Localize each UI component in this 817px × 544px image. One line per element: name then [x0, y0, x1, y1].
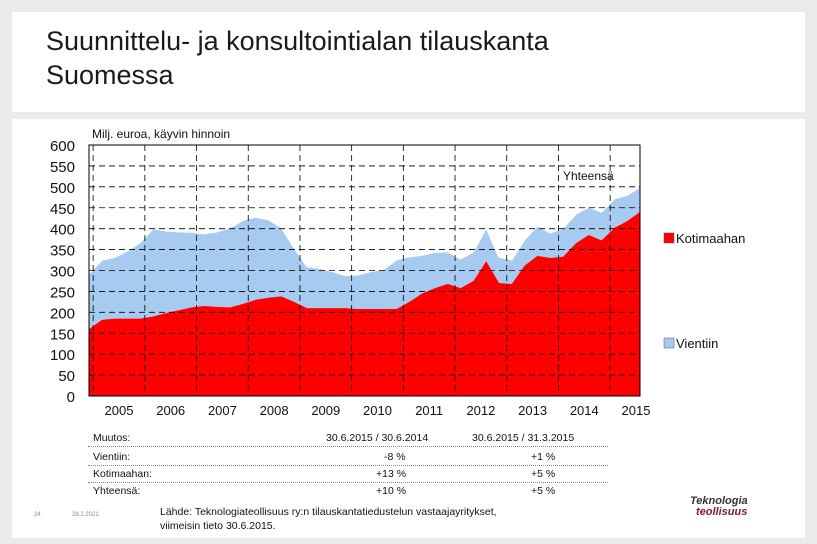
legend-label: Vientiin — [676, 336, 718, 351]
x-tick-label: 2012 — [466, 403, 495, 418]
table-cell: -8 % — [384, 451, 406, 463]
table-separator — [88, 465, 608, 466]
title-box — [12, 12, 805, 112]
x-tick-label: 2015 — [622, 403, 651, 418]
x-tick-label: 2009 — [311, 403, 340, 418]
x-tick-label: 2010 — [363, 403, 392, 418]
total-line — [88, 186, 641, 277]
table-header-period-2: 30.6.2015 / 31.3.2015 — [472, 432, 575, 444]
series-area-kotimaahan — [89, 211, 640, 396]
legend-label: Kotimaahan — [676, 231, 745, 246]
x-tick-label: 2014 — [570, 403, 599, 418]
slide-date: 28.2.2021 — [72, 512, 99, 518]
table-header-period-1: 30.6.2015 / 30.6.2014 — [326, 432, 429, 444]
logo-line-1: Teknologia — [690, 495, 748, 507]
table-cell: +13 % — [376, 468, 407, 480]
y-tick-label: 100 — [50, 347, 75, 364]
x-tick-label: 2008 — [260, 403, 289, 418]
x-tick-label: 2013 — [518, 403, 547, 418]
logo-line-2: teollisuus — [696, 506, 748, 518]
y-tick-label: 550 — [50, 159, 75, 176]
source-note: Lähde: Teknologiateollisuus ry:n tilausk… — [160, 505, 497, 533]
title-line-2: Suomessa — [46, 60, 174, 90]
teknologiateollisuus-logo: Teknologia teollisuus — [690, 496, 748, 518]
table-row-label: Kotimaahan: — [93, 468, 152, 480]
table-cell: +5 % — [531, 485, 556, 497]
source-line-1: Lähde: Teknologiateollisuus ry:n tilausk… — [160, 506, 497, 518]
plot-frame — [88, 144, 641, 397]
table-row-label: Yhteensä: — [93, 485, 141, 497]
table-cell: +5 % — [531, 468, 556, 480]
y-tick-label: 150 — [50, 326, 75, 343]
x-tick-label: 2011 — [415, 403, 443, 418]
total-annotation: Yhteensä — [563, 169, 614, 183]
legend-swatch — [663, 337, 675, 349]
table-cell: +10 % — [376, 485, 407, 497]
y-tick-label: 0 — [67, 389, 75, 406]
table-separator — [88, 446, 608, 447]
y-tick-label: 500 — [50, 180, 75, 197]
y-tick-label: 600 — [50, 138, 75, 155]
y-unit-label: Milj. euroa, käyvin hinnoin — [92, 127, 230, 141]
series-area-vientiin — [89, 186, 640, 330]
y-tick-label: 50 — [58, 368, 75, 385]
x-tick-label: 2007 — [208, 403, 237, 418]
page-number: 24 — [34, 512, 41, 518]
table-header-label: Muutos: — [93, 432, 131, 444]
y-tick-label: 250 — [50, 284, 75, 301]
y-tick-label: 300 — [50, 264, 75, 281]
legend-swatch — [663, 232, 675, 244]
x-tick-label: 2006 — [156, 403, 185, 418]
x-tick-label: 2005 — [105, 403, 134, 418]
source-line-2: viimeisin tieto 30.6.2015. — [160, 520, 276, 532]
table-separator — [88, 482, 608, 483]
table-cell: +1 % — [531, 451, 556, 463]
y-tick-label: 200 — [50, 305, 75, 322]
title-line-1: Suunnittelu- ja konsultointialan tilausk… — [46, 26, 549, 56]
table-row-label: Vientiin: — [93, 451, 131, 463]
y-tick-label: 400 — [50, 222, 75, 239]
y-tick-label: 450 — [50, 201, 75, 218]
y-tick-label: 350 — [50, 243, 75, 260]
page-title: Suunnittelu- ja konsultointialan tilausk… — [46, 24, 549, 92]
